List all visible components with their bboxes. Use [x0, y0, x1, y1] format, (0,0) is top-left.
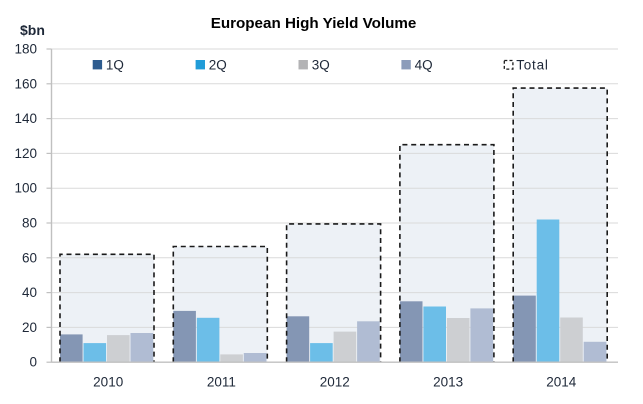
svg-text:2012: 2012 [320, 374, 350, 389]
svg-text:2013: 2013 [433, 374, 463, 389]
svg-text:20: 20 [22, 320, 37, 335]
svg-text:$bn: $bn [20, 22, 45, 38]
svg-text:1Q: 1Q [106, 57, 124, 72]
svg-text:3Q: 3Q [312, 57, 330, 72]
svg-text:4Q: 4Q [415, 57, 433, 72]
svg-text:2014: 2014 [546, 374, 577, 389]
svg-text:European High Yield Volume: European High Yield Volume [211, 15, 417, 32]
svg-text:2011: 2011 [207, 374, 236, 389]
svg-text:40: 40 [22, 285, 37, 300]
svg-text:100: 100 [14, 181, 37, 196]
svg-text:80: 80 [22, 216, 37, 231]
svg-text:Total: Total [516, 57, 549, 72]
svg-text:180: 180 [14, 42, 37, 57]
svg-text:160: 160 [14, 76, 37, 91]
svg-text:0: 0 [29, 355, 37, 370]
svg-text:120: 120 [14, 146, 37, 161]
svg-text:140: 140 [14, 111, 37, 126]
svg-text:2Q: 2Q [209, 57, 227, 72]
svg-text:2010: 2010 [93, 374, 123, 389]
svg-text:60: 60 [22, 250, 37, 265]
